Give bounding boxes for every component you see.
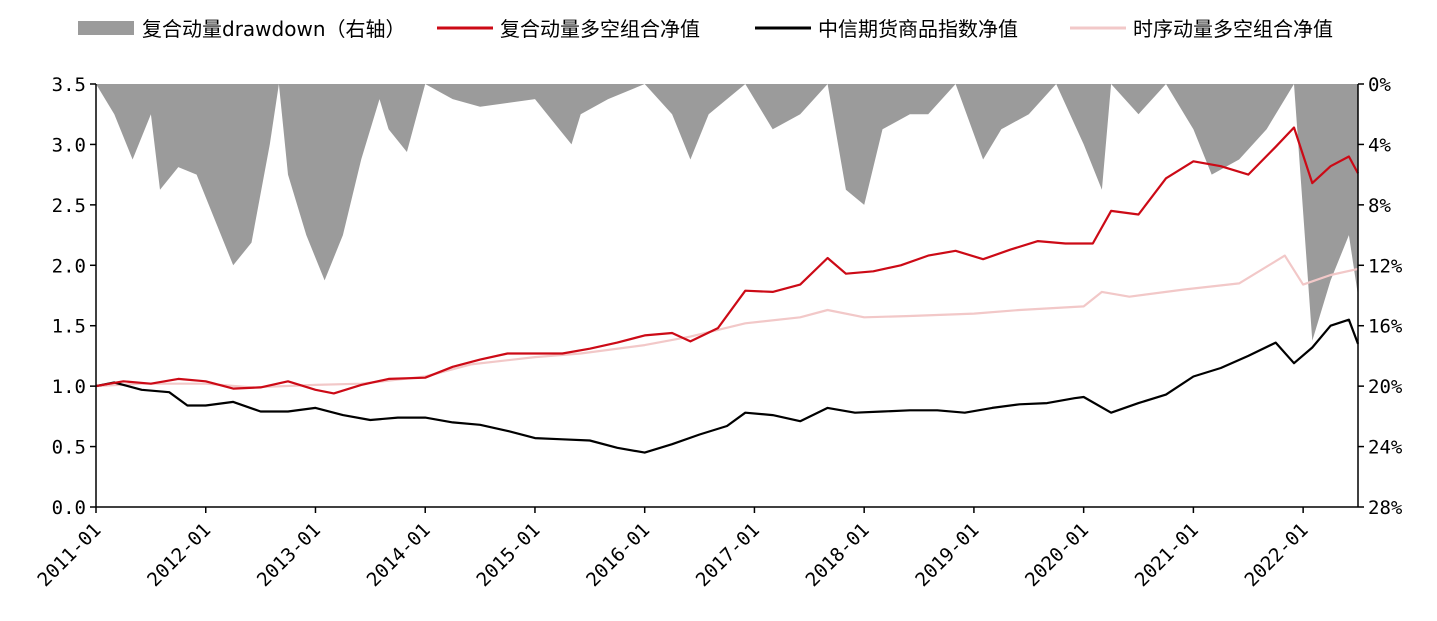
y-left-tick-label: 0.0 [52, 497, 86, 519]
series-drawdown-area [96, 84, 1358, 341]
legend-composite-label: 复合动量多空组合净值 [500, 17, 700, 41]
series-timeseries-line [95, 254, 1359, 389]
x-tick-label: 2021-01 [1131, 519, 1203, 591]
y-right-tick-label: 8% [1368, 195, 1391, 217]
y-right-tick-label: 12% [1368, 255, 1403, 277]
legend-commodity-label: 中信期货商品指数净值 [818, 17, 1018, 41]
legend-drawdown-swatch [78, 21, 134, 35]
y-left-tick-label: 3.5 [52, 74, 86, 96]
y-right-tick-label: 24% [1368, 437, 1403, 459]
x-tick-label: 2019-01 [911, 519, 983, 591]
x-tick-label: 2015-01 [472, 519, 544, 591]
y-left-tick-label: 2.0 [52, 255, 86, 277]
x-tick-label: 2012-01 [143, 519, 215, 591]
plot-area: 0.0 0.5 1.0 1.5 2.0 2.5 3.0 3.5 0% 4% 8% 12% 16% 20% 2… [33, 74, 1403, 591]
y-left-tick-label: 2.5 [52, 195, 86, 217]
series-composite-line [95, 126, 1359, 395]
legend-drawdown-label: 复合动量drawdown（右轴） [142, 17, 406, 41]
x-tick-label: 2016-01 [582, 519, 654, 591]
y-right-tick-label: 0% [1368, 74, 1391, 96]
series-commodity-line [95, 318, 1360, 454]
y-right-tick-label: 16% [1368, 316, 1403, 338]
y-left-tick-label: 1.5 [52, 316, 86, 338]
x-tick-label: 2014-01 [363, 519, 435, 591]
x-tick-label: 2017-01 [692, 519, 764, 591]
x-tick-label: 2020-01 [1021, 519, 1093, 591]
x-tick-label: 2022-01 [1240, 519, 1312, 591]
x-tick-label: 2013-01 [253, 519, 325, 591]
y-left-tick-label: 3.0 [52, 134, 86, 156]
y-right-tick-label: 28% [1368, 497, 1403, 519]
y-left-tick-label: 1.0 [52, 376, 86, 398]
y-right-tick-label: 4% [1368, 134, 1391, 156]
y-right-tick-label: 20% [1368, 376, 1403, 398]
series-layer [95, 84, 1360, 454]
x-tick-label: 2018-01 [802, 519, 874, 591]
legend-timeseries-label: 时序动量多空组合净值 [1133, 17, 1333, 41]
y-left-tick-label: 0.5 [52, 437, 86, 459]
x-tick-label: 2011-01 [33, 519, 105, 591]
chart-legend: 复合动量drawdown（右轴） 复合动量多空组合净值 中信期货商品指数净值 时… [78, 17, 1333, 41]
